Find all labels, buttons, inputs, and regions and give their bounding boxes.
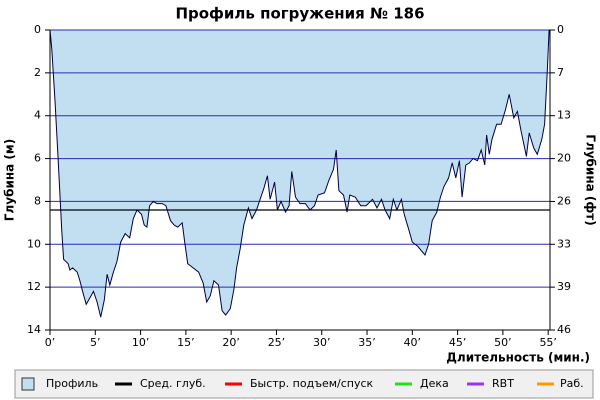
x-tick-label: 30’ [313, 336, 331, 349]
legend-label: Быстр. подъем/спуск [250, 377, 374, 390]
legend-label: Дека [420, 377, 449, 390]
legend-swatch [21, 377, 35, 391]
y-tick-label: 10 [27, 237, 41, 250]
x-tick-label: 35’ [358, 336, 376, 349]
y-tick-label: 12 [27, 280, 41, 293]
y-axis-title: Глубина (м) [3, 139, 17, 221]
profile-line [49, 29, 550, 318]
y-tick-label: 6 [34, 152, 41, 165]
legend-label: Раб. [560, 377, 584, 390]
legend-label: Сред. глуб. [140, 377, 206, 390]
x-tick-label: 25’ [268, 336, 286, 349]
x-tick-label: 0’ [45, 336, 56, 349]
y2-tick-label: 0 [557, 23, 564, 36]
legend-label: Профиль [46, 377, 98, 390]
y2-tick-label: 46 [557, 323, 571, 336]
y-tick-label: 0 [34, 23, 41, 36]
x-axis-title: Длительность (мин.) [446, 351, 590, 365]
y2-axis-title: Глубина (фт) [584, 134, 598, 225]
y2-tick-label: 26 [557, 194, 571, 207]
legend-box [14, 369, 594, 399]
y2-tick-label: 39 [557, 280, 571, 293]
x-tick-label: 55’ [539, 336, 557, 349]
y2-tick-label: 33 [557, 237, 571, 250]
y-tick-label: 14 [27, 323, 41, 336]
y-tick-label: 8 [34, 194, 41, 207]
x-tick-label: 15’ [177, 336, 195, 349]
profile-area [50, 30, 550, 318]
x-tick-label: 10’ [132, 336, 150, 349]
chart-title: Профиль погружения № 186 [175, 5, 424, 23]
x-tick-label: 5’ [90, 336, 101, 349]
x-tick-label: 50’ [494, 336, 512, 349]
y-tick-label: 4 [34, 109, 41, 122]
y2-tick-label: 20 [557, 152, 571, 165]
legend-label: RBT [492, 377, 514, 390]
x-tick-label: 40’ [404, 336, 422, 349]
y2-tick-label: 13 [557, 109, 571, 122]
x-tick-label: 45’ [449, 336, 467, 349]
y2-tick-label: 7 [557, 66, 564, 79]
x-tick-label: 20’ [222, 336, 240, 349]
y-tick-label: 2 [34, 66, 41, 79]
